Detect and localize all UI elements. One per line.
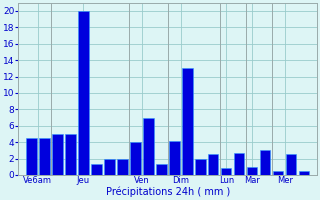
Bar <box>247 167 258 175</box>
Bar <box>104 159 115 175</box>
Bar <box>221 168 231 175</box>
Bar <box>195 159 205 175</box>
Bar <box>26 138 36 175</box>
Bar <box>299 171 309 175</box>
Bar <box>78 11 89 175</box>
Bar <box>286 154 296 175</box>
Bar <box>52 134 63 175</box>
Bar <box>169 141 180 175</box>
Bar <box>260 150 270 175</box>
Bar <box>65 134 76 175</box>
Bar <box>130 142 140 175</box>
Bar <box>91 164 101 175</box>
Bar <box>117 159 128 175</box>
Bar <box>273 171 284 175</box>
Bar <box>39 138 50 175</box>
Bar <box>234 153 244 175</box>
Bar <box>208 154 219 175</box>
Bar <box>143 118 154 175</box>
X-axis label: Précipitations 24h ( mm ): Précipitations 24h ( mm ) <box>106 187 230 197</box>
Bar <box>156 164 166 175</box>
Bar <box>182 68 193 175</box>
